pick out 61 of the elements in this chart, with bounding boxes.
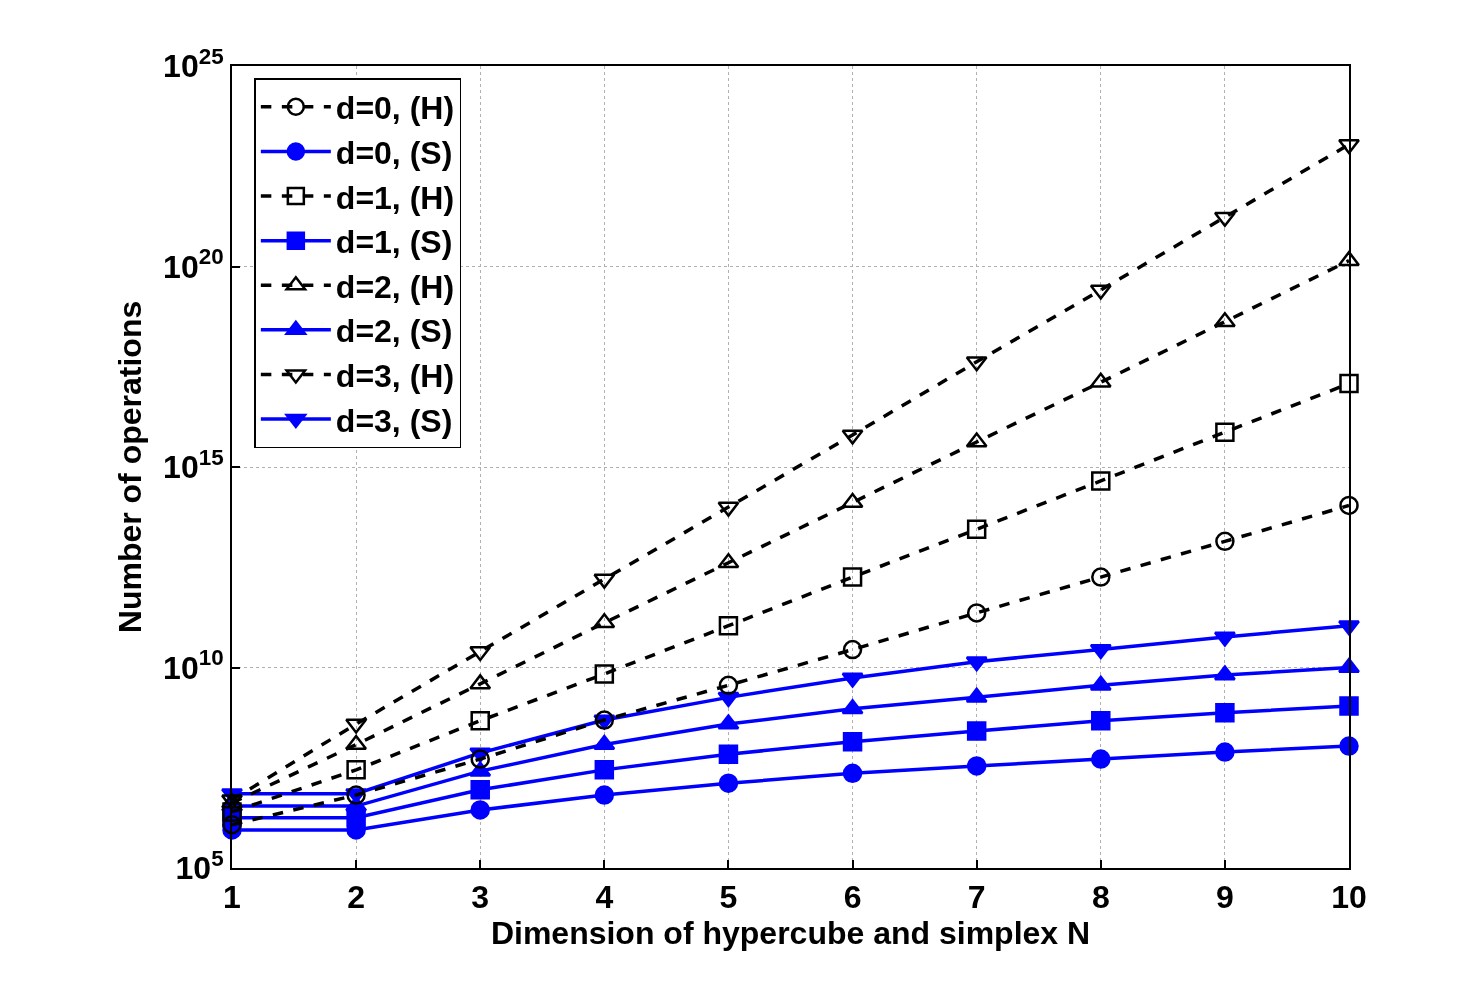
point bbox=[718, 773, 739, 793]
point bbox=[346, 760, 366, 780]
x-tick-label: 7 bbox=[967, 879, 986, 916]
point bbox=[222, 814, 242, 835]
point bbox=[593, 734, 616, 751]
x-axis-title: Dimension of hypercube and simplex N bbox=[490, 915, 1091, 952]
y-tick-label: 10$^{15}$ bbox=[163, 444, 224, 486]
point bbox=[842, 763, 863, 784]
y-tick-label: 10$^{10}$ bbox=[163, 645, 224, 686]
x-tick-label: 9 bbox=[1215, 879, 1234, 916]
point bbox=[1091, 471, 1111, 491]
point bbox=[1091, 749, 1111, 769]
point bbox=[594, 664, 615, 684]
point bbox=[594, 710, 615, 730]
legend-label: d=0, (S) bbox=[335, 134, 453, 171]
point bbox=[222, 802, 242, 822]
point bbox=[1339, 373, 1359, 394]
point bbox=[842, 732, 863, 752]
point bbox=[718, 615, 739, 636]
point bbox=[1215, 531, 1235, 552]
legend-label: d=1, (S) bbox=[335, 224, 453, 261]
point bbox=[594, 760, 615, 780]
x-tick-label: 4 bbox=[595, 879, 614, 916]
point bbox=[345, 734, 368, 751]
x-tick-label: 1 bbox=[223, 879, 241, 916]
point bbox=[1339, 495, 1359, 516]
point bbox=[718, 675, 739, 696]
point bbox=[470, 749, 490, 769]
point bbox=[842, 567, 863, 587]
point bbox=[842, 639, 863, 660]
point bbox=[966, 721, 987, 741]
point bbox=[966, 756, 987, 776]
point bbox=[1215, 703, 1235, 723]
x-tick-label: 6 bbox=[843, 879, 862, 916]
legend-label: d=3, (S) bbox=[335, 402, 453, 439]
point bbox=[1091, 567, 1111, 587]
point bbox=[1215, 422, 1235, 442]
y-tick-label: 10$^{20}$ bbox=[163, 244, 224, 285]
legend-label: d=0, (H) bbox=[335, 90, 455, 127]
point bbox=[1091, 711, 1111, 731]
legend-label: d=2, (H) bbox=[335, 268, 455, 305]
y-tick-label: 10$^{5}$ bbox=[175, 845, 224, 887]
x-tick-label: 10 bbox=[1331, 879, 1367, 916]
point bbox=[594, 785, 615, 805]
y-tick-label: 10$^{25}$ bbox=[163, 43, 224, 85]
point bbox=[470, 711, 490, 731]
point bbox=[718, 744, 739, 764]
point bbox=[966, 519, 987, 540]
point bbox=[470, 800, 490, 820]
y-axis-title: Number of operations bbox=[111, 300, 148, 634]
point bbox=[470, 780, 490, 800]
x-tick-label: 8 bbox=[1091, 879, 1110, 916]
legend-label: d=1, (H) bbox=[335, 179, 455, 216]
x-tick-label: 3 bbox=[471, 879, 490, 916]
x-tick-label: 2 bbox=[347, 879, 366, 916]
x-tick-label: 5 bbox=[719, 879, 738, 916]
point bbox=[966, 603, 987, 623]
legend-label: d=3, (H) bbox=[335, 357, 455, 394]
point bbox=[1215, 742, 1235, 762]
legend-label: d=2, (S) bbox=[335, 313, 453, 350]
point bbox=[1339, 696, 1359, 716]
